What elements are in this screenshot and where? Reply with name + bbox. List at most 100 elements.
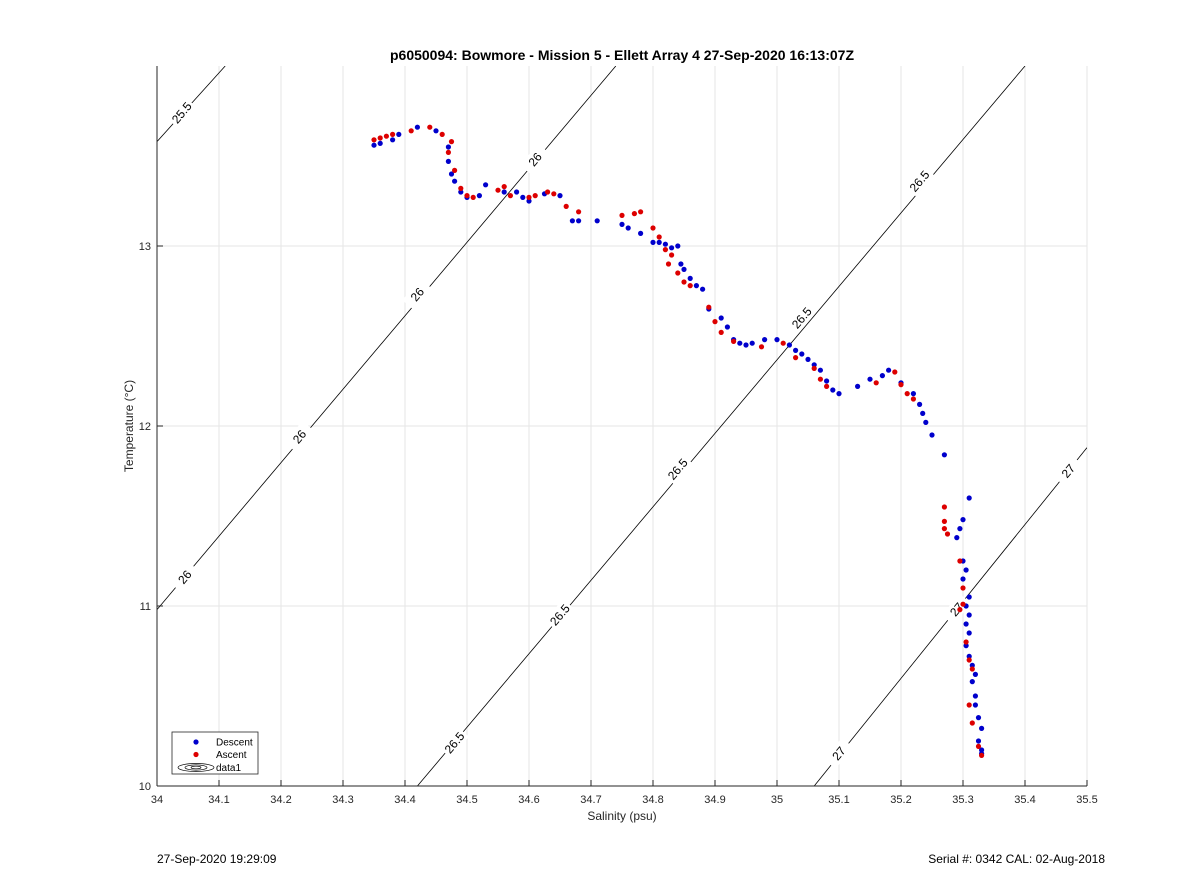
descent-point [920,410,926,416]
ascent-point [706,304,712,310]
x-tick-label: 34.1 [208,794,229,806]
descent-point [817,367,824,373]
ascent-point [817,376,824,382]
ascent-point [665,261,672,267]
descent-point [774,337,780,343]
ascent-point [551,191,557,197]
ascent-point [687,283,693,289]
ascent-point [941,504,948,510]
ascent-point [960,585,966,591]
y-tick-label: 11 [140,601,151,613]
descent-point [793,347,799,353]
descent-point [448,171,455,177]
contour-label-bg [823,737,854,769]
descent-point [855,383,861,389]
descent-point [830,387,836,393]
descent-point [625,225,631,231]
descent-point [514,189,520,195]
series-descent [371,124,985,757]
descent-point [917,401,923,407]
ascent-point [892,369,898,375]
chart-title: p6050094: Bowmore - Mission 5 - Ellett A… [390,47,854,63]
data-points [371,124,985,759]
footer-timestamp: 27-Sep-2020 19:29:09 [157,852,277,866]
descent-point [526,198,532,204]
ascent-point [458,185,464,191]
ascent-point [941,518,948,525]
contour-label-bg [169,561,200,593]
ascent-point [507,193,513,199]
y-tick-label: 12 [139,421,151,433]
grid [156,66,1088,787]
descent-point [445,144,451,150]
descent-point [867,376,873,382]
x-tick-label: 34.2 [270,794,291,806]
y-axis-label: Temperature (°C) [122,380,136,472]
ascent-point [532,193,538,199]
contour-label-bg [439,726,469,759]
descent-point [669,245,675,251]
ascent-point [669,252,675,258]
ascent-point [960,601,966,607]
ascent-point [650,225,656,231]
ascent-point [975,743,982,750]
descent-point [923,419,929,425]
ascent-point [969,666,975,672]
x-tick-label: 34 [151,794,163,806]
legend-contour-icon [177,763,215,772]
x-tick-label: 35.1 [828,794,849,806]
descent-point [966,653,972,660]
ascent-point [963,639,969,645]
descent-point [805,356,811,362]
ascent-point [495,187,501,193]
ascent-point [873,380,879,386]
ascent-point [758,344,765,350]
ascent-point [675,270,681,276]
footer-serial-info: Serial #: 0342 CAL: 02-Aug-2018 [928,852,1105,866]
ascent-point [662,247,669,253]
descent-point [681,266,687,272]
legend-box [171,731,259,775]
descent-point [718,315,724,321]
ascent-point [563,203,569,209]
descent-point [957,526,963,532]
contour-label-bg [786,302,817,334]
ascent-point [966,657,972,663]
descent-point [929,432,935,438]
descent-point [619,221,625,227]
ascent-point [631,211,638,217]
descent-point [501,189,507,195]
ascent-point [966,702,972,708]
ascent-point [712,319,718,325]
ascent-point [576,209,582,215]
descent-point [452,178,458,184]
x-tick-label: 34.6 [518,794,539,806]
descent-point [910,391,917,397]
descent-point [414,124,420,130]
descent-point [799,351,805,357]
descent-point [975,738,982,744]
descent-point [975,715,982,721]
legend-data1-label: data1 [216,763,241,774]
ascent-point [638,209,644,215]
descent-point [678,261,684,267]
x-tick-label: 35 [771,794,783,806]
descent-point [963,643,969,649]
ascent-point [656,234,662,240]
axes: 34 34.1 34.2 34.3 34.4 34.5 34.6 34.7 34.8 34.9 35… [139,66,1098,806]
contour-label-bg [1053,455,1083,487]
descent-point [693,283,700,289]
contour-label-bg [166,96,197,129]
ascent-point [427,124,433,130]
descent-point [743,342,749,348]
x-tick-label: 35.5 [1076,794,1097,806]
ascent-point [811,365,817,371]
descent-point [390,137,396,143]
contour-label-bg [402,278,432,310]
descent-point [879,373,886,379]
descent-point [972,671,979,678]
descent-point [966,612,972,618]
descent-point [557,193,563,199]
descent-point [886,367,892,373]
contour-label-bg [544,599,575,631]
